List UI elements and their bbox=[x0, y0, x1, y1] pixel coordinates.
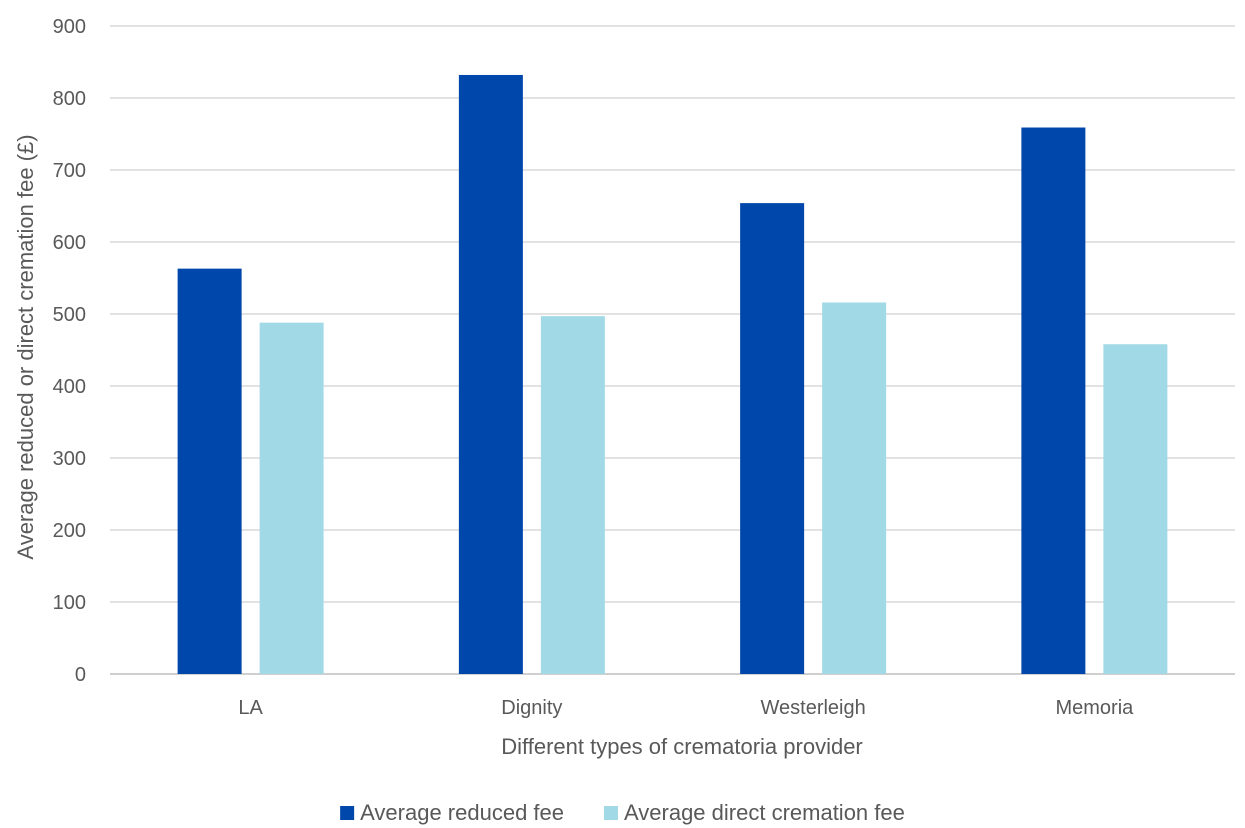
x-tick-label: LA bbox=[238, 697, 263, 719]
bar bbox=[540, 316, 605, 674]
legend-swatch bbox=[340, 806, 355, 820]
bar bbox=[1103, 344, 1168, 674]
bar bbox=[458, 74, 523, 674]
x-tick-label: Westerleigh bbox=[761, 697, 866, 719]
y-tick-label: 700 bbox=[53, 160, 86, 182]
y-axis-ticks: 0 100 200 300 400 500 600 700 800 900 bbox=[53, 16, 86, 686]
bar bbox=[822, 302, 887, 674]
y-tick-label: 400 bbox=[53, 376, 86, 398]
y-axis-title: Average reduced or direct cremation fee … bbox=[13, 134, 38, 559]
y-tick-label: 600 bbox=[53, 232, 86, 254]
y-tick-label: 200 bbox=[53, 520, 86, 542]
legend-item: Average direct cremation fee bbox=[604, 800, 905, 825]
x-tick-label: Memoria bbox=[1055, 697, 1134, 719]
bar bbox=[177, 268, 242, 674]
y-tick-label: 500 bbox=[53, 304, 86, 326]
x-axis-title: Different types of crematoria provider bbox=[501, 734, 863, 759]
legend-swatch bbox=[604, 806, 618, 820]
legend: Average reduced fee Average direct cremat… bbox=[340, 800, 905, 825]
bar bbox=[1021, 127, 1086, 674]
bar bbox=[259, 322, 324, 674]
legend-item: Average reduced fee bbox=[340, 800, 564, 825]
legend-label: Average direct cremation fee bbox=[624, 800, 905, 825]
x-tick-label: Dignity bbox=[501, 697, 562, 719]
y-tick-label: 800 bbox=[53, 88, 86, 110]
bar bbox=[740, 203, 805, 674]
y-tick-label: 900 bbox=[53, 16, 86, 38]
x-axis-ticks: LA Dignity Westerleigh Memoria bbox=[238, 697, 1134, 719]
y-tick-label: 100 bbox=[53, 592, 86, 614]
y-tick-label: 300 bbox=[53, 448, 86, 470]
bars bbox=[177, 74, 1168, 674]
legend-label: Average reduced fee bbox=[360, 800, 564, 825]
y-tick-label: 0 bbox=[75, 664, 86, 686]
